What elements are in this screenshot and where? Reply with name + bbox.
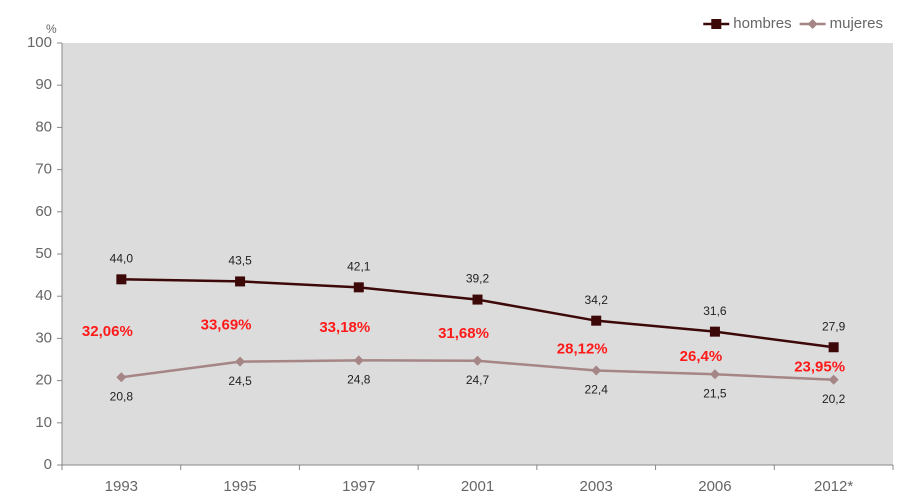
- y-tick-label: 80: [35, 118, 52, 135]
- legend-label: hombres: [733, 15, 791, 32]
- marker: [591, 365, 602, 376]
- data-label: 24,8: [347, 373, 371, 387]
- annotation: 28,12%: [557, 341, 608, 358]
- data-label: 31,6: [703, 304, 727, 318]
- marker: [709, 369, 720, 380]
- x-tick-label: 2006: [698, 478, 731, 495]
- x-tick-label: 2001: [461, 478, 494, 495]
- y-tick-label: 50: [35, 245, 52, 262]
- plot-area: [62, 43, 893, 465]
- marker: [828, 342, 839, 353]
- marker: [353, 282, 364, 293]
- x-tick-label: 1997: [342, 478, 375, 495]
- data-label: 24,5: [228, 374, 252, 388]
- marker: [353, 355, 364, 366]
- marker: [828, 374, 839, 385]
- marker: [709, 326, 720, 337]
- y-tick-label: 60: [35, 203, 52, 220]
- data-label: 39,2: [466, 272, 490, 286]
- y-unit: %: [46, 22, 57, 36]
- x-tick-label: 2003: [580, 478, 613, 495]
- annotation: 31,68%: [438, 325, 489, 342]
- data-label: 22,4: [585, 383, 609, 397]
- x-tick-label: 2012*: [814, 478, 853, 495]
- y-tick-label: 100: [27, 34, 52, 51]
- marker: [235, 356, 246, 367]
- data-label: 43,5: [228, 254, 252, 268]
- data-label: 34,2: [585, 293, 609, 307]
- marker: [116, 372, 127, 383]
- marker: [591, 315, 602, 326]
- y-tick-label: 70: [35, 161, 52, 178]
- annotation: 33,69%: [201, 316, 252, 333]
- y-tick-label: 20: [35, 372, 52, 389]
- legend-marker: [711, 19, 722, 29]
- x-tick-label: 1995: [223, 478, 256, 495]
- annotation: 33,18%: [319, 319, 370, 336]
- data-label: 21,5: [703, 386, 727, 400]
- x-tick-label: 1993: [105, 478, 138, 495]
- legend-label: mujeres: [830, 15, 883, 32]
- y-tick-label: 10: [35, 414, 52, 431]
- data-label: 42,1: [347, 260, 371, 274]
- data-label: 20,8: [110, 389, 134, 403]
- annotation: 32,06%: [82, 323, 133, 340]
- y-tick-label: 0: [44, 456, 52, 473]
- data-label: 44,0: [110, 251, 134, 265]
- marker: [235, 276, 246, 287]
- data-label: 20,2: [822, 392, 846, 406]
- marker: [472, 355, 483, 366]
- y-tick-label: 30: [35, 329, 52, 346]
- marker: [116, 274, 127, 285]
- marker: [472, 294, 483, 305]
- annotation: 23,95%: [794, 358, 845, 375]
- y-tick-label: 90: [35, 76, 52, 93]
- legend-marker: [807, 19, 818, 29]
- data-label: 24,7: [466, 373, 490, 387]
- data-label: 27,9: [822, 319, 846, 333]
- annotation: 26,4%: [680, 348, 723, 365]
- y-tick-label: 40: [35, 287, 52, 304]
